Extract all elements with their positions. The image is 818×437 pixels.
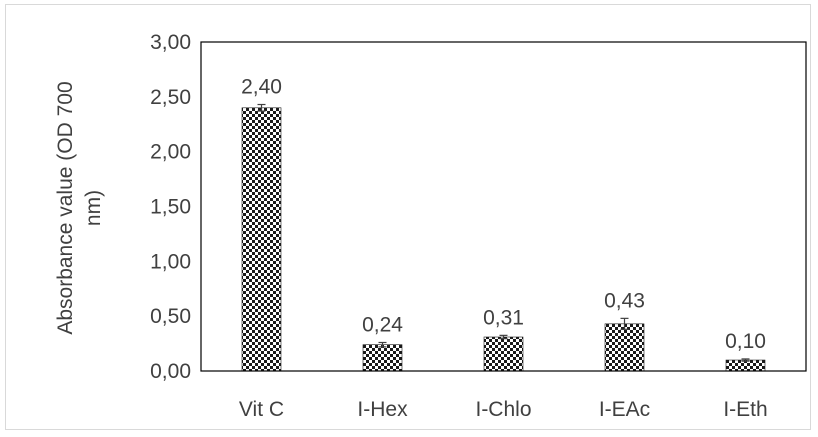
x-tick-label: Vit C <box>239 398 284 421</box>
bars <box>241 107 766 372</box>
plot-area-border <box>200 41 807 372</box>
bar <box>483 336 524 372</box>
error-bar <box>257 103 266 112</box>
data-label: 0,24 <box>362 313 403 336</box>
bar <box>604 323 645 372</box>
error-bars <box>257 103 750 362</box>
data-label: 0,43 <box>604 289 645 312</box>
bar <box>241 107 282 372</box>
data-label: 2,40 <box>241 76 282 99</box>
x-tick-label: I-Hex <box>357 398 408 421</box>
data-label: 0,10 <box>725 330 766 353</box>
y-tick-label: 0,00 <box>150 360 191 383</box>
y-tick-label: 1,00 <box>150 250 191 273</box>
x-tick-label: I-EAc <box>599 398 650 421</box>
data-label: 0,31 <box>483 306 524 329</box>
x-tick-label: I-Eth <box>723 398 767 421</box>
y-tick-label: 3,00 <box>150 31 191 54</box>
bar <box>362 344 403 372</box>
y-axis-label: Absorbance value (OD 700 nm) <box>54 81 105 334</box>
data-labels: 2,40 0,24 0,31 0,43 0,10 <box>241 76 766 353</box>
error-bar <box>499 334 508 340</box>
y-tick-labels: 0,00 0,50 1,00 1,50 2,00 2,50 3,00 <box>150 31 191 383</box>
error-bar <box>620 317 629 330</box>
error-bar <box>378 341 387 348</box>
y-axis-label-line-2: nm) <box>82 190 105 226</box>
chart-frame <box>5 4 811 430</box>
y-tick-label: 2,50 <box>150 86 191 109</box>
x-tick-labels: Vit C I-Hex I-Chlo I-EAc I-Eth <box>239 398 768 421</box>
y-axis-label-line-1: Absorbance value (OD 700 <box>54 81 77 334</box>
y-tick-label: 2,00 <box>150 141 191 164</box>
error-bar <box>741 358 750 362</box>
y-tick-label: 1,50 <box>150 196 191 219</box>
y-tick-label: 0,50 <box>150 305 191 328</box>
x-tick-label: I-Chlo <box>475 398 531 421</box>
